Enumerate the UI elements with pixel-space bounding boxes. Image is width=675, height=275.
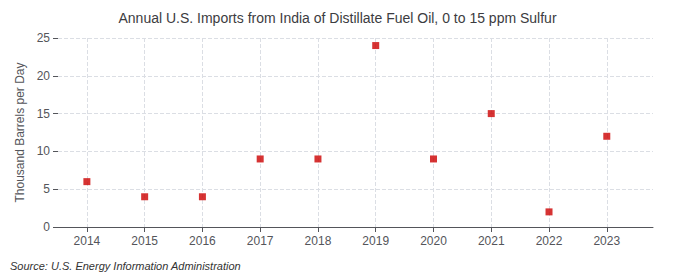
svg-text:5: 5 <box>43 182 50 196</box>
svg-text:0: 0 <box>43 220 50 234</box>
svg-text:2021: 2021 <box>478 234 505 248</box>
svg-text:2023: 2023 <box>593 234 620 248</box>
svg-text:Source: U.S. Energy Informatio: Source: U.S. Energy Information Administ… <box>10 260 241 272</box>
svg-text:2019: 2019 <box>362 234 389 248</box>
svg-text:20: 20 <box>37 69 51 83</box>
svg-text:10: 10 <box>37 144 51 158</box>
svg-text:2016: 2016 <box>189 234 216 248</box>
svg-text:2015: 2015 <box>131 234 158 248</box>
svg-text:15: 15 <box>37 107 51 121</box>
svg-text:2014: 2014 <box>74 234 101 248</box>
svg-text:25: 25 <box>37 31 51 45</box>
svg-text:2017: 2017 <box>247 234 274 248</box>
svg-text:2020: 2020 <box>420 234 447 248</box>
svg-text:2018: 2018 <box>305 234 332 248</box>
svg-text:Thousand Barrels per Day: Thousand Barrels per Day <box>13 62 27 202</box>
svg-text:2022: 2022 <box>536 234 563 248</box>
svg-text:Annual U.S. Imports from India: Annual U.S. Imports from India of Distil… <box>118 10 556 26</box>
